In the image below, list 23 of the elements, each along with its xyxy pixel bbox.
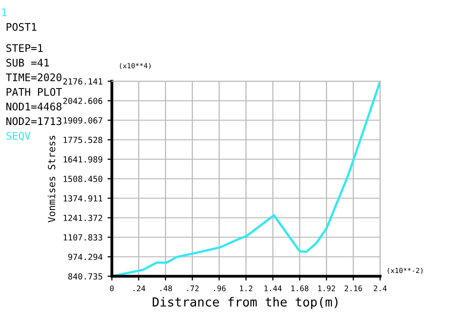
y-tick-label: 840.735 — [68, 273, 102, 280]
y-tick-label: 1909.067 — [64, 117, 102, 124]
y-tick-label: 1775.528 — [64, 136, 102, 144]
y-tick-label: 1374.911 — [64, 195, 102, 202]
y-axis-title: Vonmises Stress — [48, 136, 56, 222]
text: NOD2=1713 — [6, 117, 62, 126]
y-tick-label: 1107.833 — [64, 234, 102, 241]
text: NOD1=4468 — [6, 102, 62, 110]
y-tick-label: 974.294 — [68, 254, 102, 260]
text: POST1 — [6, 22, 36, 31]
y-tick-label: 1241.372 — [64, 214, 102, 222]
text: 1 — [2, 8, 7, 16]
y-tick-label: 2176.141 — [63, 78, 102, 85]
text: TIME=2020 — [6, 73, 62, 82]
text: PATH PLOT — [6, 88, 62, 96]
y-tick-label: 1641.989 — [64, 156, 102, 163]
y-tick-label: 2042.606 — [63, 98, 102, 104]
text: STEP=1 — [6, 44, 43, 52]
text: SEQV — [6, 132, 30, 141]
text: SUB =41 — [6, 58, 49, 67]
x-axis-title: Distrance from the top(m) — [152, 296, 338, 310]
y-tick-label: 1508.450 — [64, 176, 102, 182]
line-series — [112, 81, 380, 276]
